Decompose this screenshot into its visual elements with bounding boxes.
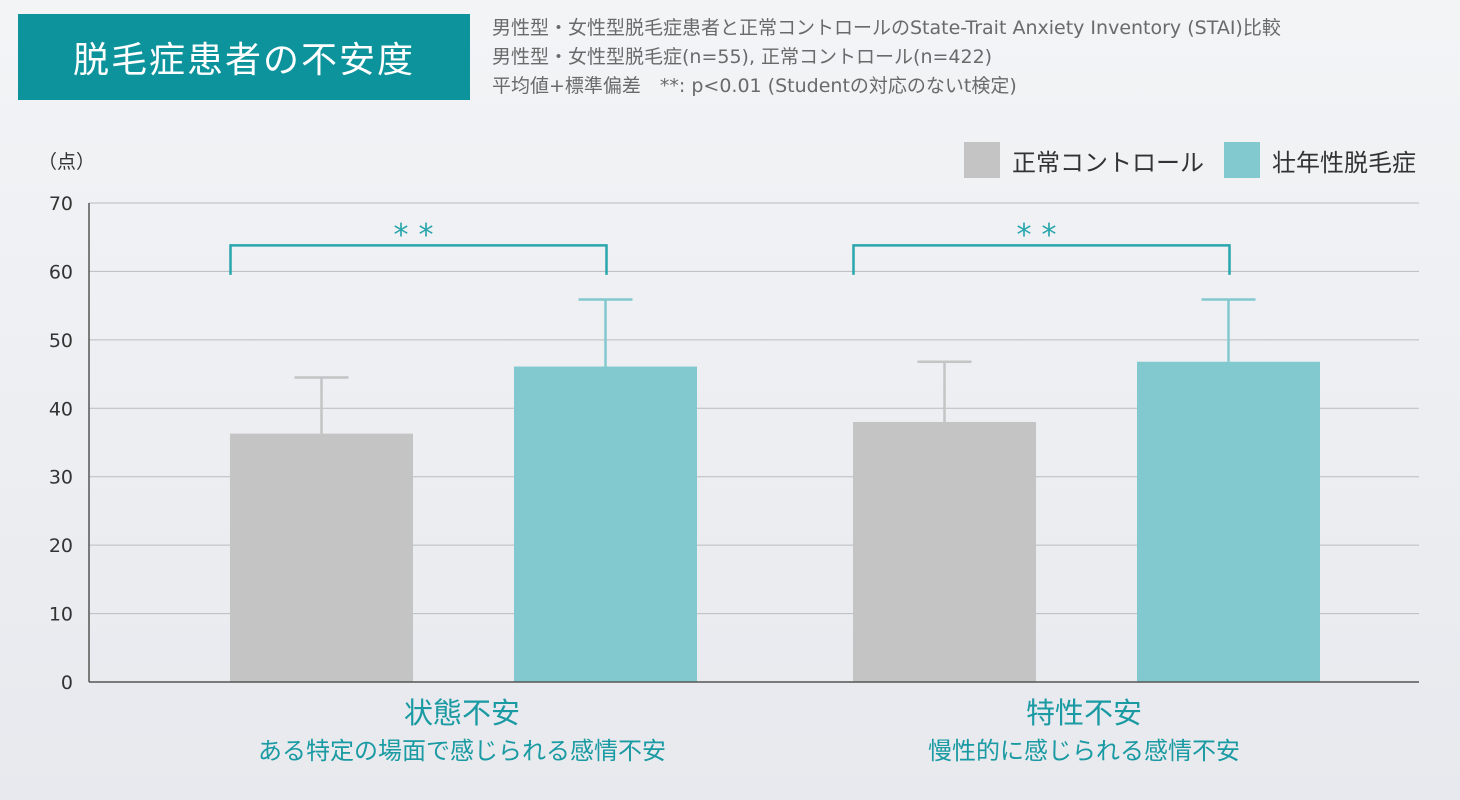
y-tick-label: 40 xyxy=(49,398,73,420)
y-tick-label: 0 xyxy=(61,672,73,694)
chart-legend: 正常コントロール 壮年性脱毛症 xyxy=(944,142,1416,178)
category-label-trait: 特性不安 慢性的に感じられる感情不安 xyxy=(834,693,1334,769)
subtitle-line-1: 男性型・女性型脱毛症患者と正常コントロールのState-Trait Anxiet… xyxy=(492,17,1281,39)
category-title-state: 状態不安 xyxy=(403,696,520,730)
page-title: 脱毛症患者の不安度 xyxy=(72,40,415,81)
y-unit-label: （点） xyxy=(38,151,95,173)
legend-item-control: 正常コントロール xyxy=(964,142,1204,178)
y-tick-label: 50 xyxy=(49,330,73,352)
title-banner: 脱毛症患者の不安度 xyxy=(18,14,470,100)
significance-bracket xyxy=(852,244,1231,275)
legend-item-alopecia: 壮年性脱毛症 xyxy=(1224,142,1416,178)
y-tick-label: 10 xyxy=(49,604,73,626)
subtitle-line-2: 男性型・女性型脱毛症(n=55), 正常コントロール(n=422) xyxy=(492,46,993,68)
bar xyxy=(853,421,1036,682)
y-tick-label: 60 xyxy=(49,261,73,283)
y-tick-label: 70 xyxy=(49,193,73,215)
y-tick-label: 20 xyxy=(49,535,73,557)
legend-swatch-control xyxy=(964,142,1000,178)
significance-bracket xyxy=(229,244,608,275)
significance-label: ** xyxy=(394,218,444,253)
category-title-trait: 特性不安 xyxy=(1025,696,1142,730)
legend-label-alopecia: 壮年性脱毛症 xyxy=(1272,148,1416,177)
chart-description: 男性型・女性型脱毛症患者と正常コントロールのState-Trait Anxiet… xyxy=(492,14,1442,101)
y-tick-label: 30 xyxy=(49,467,73,489)
bar xyxy=(1137,361,1320,682)
bar xyxy=(230,433,413,682)
significance-label: ** xyxy=(1017,218,1067,253)
category-subtitle-state: ある特定の場面で感じられる感情不安 xyxy=(258,737,666,765)
legend-label-control: 正常コントロール xyxy=(1012,148,1204,177)
bar xyxy=(514,366,697,682)
legend-swatch-alopecia xyxy=(1224,142,1260,178)
subtitle-line-3: 平均値+標準偏差 **: p<0.01 (Studentの対応のないt検定) xyxy=(492,75,1017,97)
category-label-state: 状態不安 ある特定の場面で感じられる感情不安 xyxy=(212,693,712,769)
category-subtitle-trait: 慢性的に感じられる感情不安 xyxy=(928,737,1240,765)
